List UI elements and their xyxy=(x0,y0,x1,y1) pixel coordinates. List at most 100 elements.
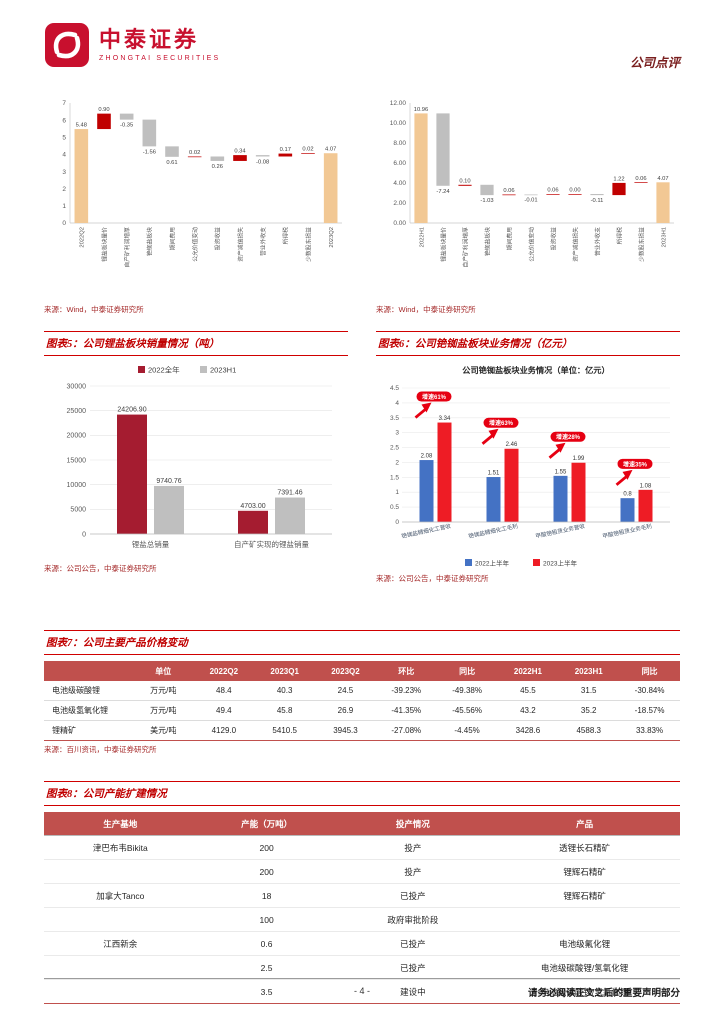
value-label: 0.06 xyxy=(503,188,514,194)
legend-swatch xyxy=(533,559,540,566)
value-label: 2.46 xyxy=(506,442,518,448)
y-tick-label: 25000 xyxy=(67,408,87,415)
category-label: 甲酸铯租赁业务营收 xyxy=(535,522,586,540)
growth-arrow-head xyxy=(488,428,499,439)
table-cell: 万元/吨 xyxy=(133,700,194,721)
q2-net-profit-bridge-svg: 0 1 2 3 4 5 6 7 5.48 2022Q2 0.90 锂盐板块量价 -0.35 自产矿利润增厚… xyxy=(62,100,342,268)
column-header: 2023Q2 xyxy=(315,661,376,681)
category-label: 2023Q2 xyxy=(329,227,335,248)
growth-badge-label: 增速61% xyxy=(422,393,447,401)
legend-swatch xyxy=(465,559,472,566)
table-header-row: 生产基地 产能（万吨） 投产情况 产品 xyxy=(44,812,680,836)
growth-badge-label: 增速35% xyxy=(623,460,648,468)
value-label: 0.61 xyxy=(166,160,177,166)
column-header: 2022Q2 xyxy=(193,661,255,681)
y-tick-label: 0 xyxy=(395,519,399,526)
growth-badge xyxy=(416,391,452,402)
table-cell: 45.8 xyxy=(254,700,316,721)
legend-label: 2023H1 xyxy=(210,365,236,374)
y-tick-label: 0 xyxy=(82,531,86,538)
figure5-title: 图表5：公司锂盐板块销量情况（吨） xyxy=(44,331,348,356)
figure6-section: 图表6：公司铯铷盐板块业务情况（亿元） 公司铯铷盐板块业务情况（单位：亿元） 0 0… xyxy=(376,331,680,584)
table-row: 江西新余 0.6 已投产 电池级氟化锂 xyxy=(44,931,680,956)
y-tick-label: 4.5 xyxy=(390,385,399,392)
category-label: 自产矿利润增厚 xyxy=(461,227,469,268)
figures-row: 图表5：公司锂盐板块销量情况（吨） 0 5000 10000 15000 20000 25… xyxy=(44,331,680,584)
table-cell: 100 xyxy=(196,907,337,932)
waterfall-bar xyxy=(480,184,494,196)
y-tick-label: 6 xyxy=(62,117,66,124)
growth-badge-label: 增速28% xyxy=(556,433,581,441)
table-cell: 43.2 xyxy=(497,700,559,721)
column-header: 同比 xyxy=(619,661,680,681)
waterfall-bar xyxy=(436,113,450,186)
y-tick-label: 3 xyxy=(62,169,66,176)
y-tick-label: 15000 xyxy=(67,457,87,464)
figure7-title: 图表7：公司主要产品价格变动 xyxy=(44,630,680,655)
waterfall-bar xyxy=(278,153,293,157)
source-note: 来源：Wind，中泰证券研究所 xyxy=(44,305,144,314)
table-cell: 万元/吨 xyxy=(133,681,194,701)
y-tick-label: 30000 xyxy=(67,383,87,390)
table-cell: 200 xyxy=(196,859,337,884)
table-cell: 建设中 xyxy=(336,979,490,1004)
category-label: 锂盐板块量价 xyxy=(439,227,447,262)
chart-title: 公司铯铷盐板块业务情况（单位：亿元） xyxy=(462,365,609,375)
table-cell: 美元/吨 xyxy=(133,720,194,741)
figure6-title: 图表6：公司铯铷盐板块业务情况（亿元） xyxy=(376,331,680,356)
value-label: 1.22 xyxy=(613,176,624,182)
category-label: 铯铷盐精细化工毛利 xyxy=(468,522,519,540)
y-tick-label: 20000 xyxy=(67,433,87,440)
y-tick-label: 8.00 xyxy=(393,140,406,147)
value-label: 0.06 xyxy=(635,176,646,182)
bar xyxy=(238,510,268,534)
column-header: 单位 xyxy=(133,661,194,681)
table-cell: 已投产 xyxy=(336,883,490,908)
table-cell: 3428.6 xyxy=(497,720,559,741)
waterfall-bar xyxy=(210,156,225,161)
table-cell: 锂辉石精矿 xyxy=(489,859,680,884)
table-row: 200 投产 锂辉石精矿 xyxy=(44,859,680,884)
waterfall-bar xyxy=(546,194,560,195)
waterfall-bar xyxy=(119,113,134,120)
table-row: 3.5 建设中 电池级碳酸锂/氢氧化锂 xyxy=(44,979,680,1004)
waterfall-bar xyxy=(74,129,89,223)
table-cell xyxy=(44,955,197,980)
growth-arrow-head xyxy=(622,469,633,480)
table-cell: 电池级碳酸锂/氢氧化锂 xyxy=(489,955,680,980)
waterfall-bar xyxy=(568,194,582,195)
column-header: 产品 xyxy=(489,812,680,836)
table-cell: 33.83% xyxy=(619,720,680,741)
growth-badge-label: 增速63% xyxy=(489,419,514,427)
y-tick-label: 3 xyxy=(395,430,399,437)
growth-badge xyxy=(483,417,519,428)
category-label: 自产矿实现的锂盐销量 xyxy=(234,539,309,549)
lithium-sales-chart: 0 5000 10000 15000 20000 25000 30000 2022全年 2023… xyxy=(44,362,348,560)
value-label: 2.08 xyxy=(421,454,433,460)
y-tick-label: 2.00 xyxy=(393,200,406,207)
figure8-title: 图表8：公司产能扩建情况 xyxy=(44,781,680,806)
value-label: -7.24 xyxy=(436,189,450,195)
y-tick-label: 5 xyxy=(62,134,66,141)
bar xyxy=(638,489,653,522)
waterfall-bar xyxy=(301,153,315,154)
column-header: 2022H1 xyxy=(497,661,559,681)
category-label: 资产减值损失 xyxy=(236,227,244,262)
table-cell: 45.5 xyxy=(497,681,559,701)
waterfall-bar xyxy=(323,153,338,223)
table-cell: -30.84% xyxy=(619,681,680,701)
y-tick-label: 1 xyxy=(395,489,399,496)
value-label: -1.56 xyxy=(143,149,156,155)
h1-net-profit-bridge-svg: 0.00 2.00 4.00 6.00 8.00 10.00 12.00 10.96 2022H… xyxy=(390,100,674,268)
brand-name: 中泰证券 xyxy=(99,26,200,52)
table-cell: 0.6 xyxy=(196,931,337,956)
table-row: 加拿大Tanco 18 已投产 锂辉石精矿 xyxy=(44,883,680,908)
zhongtai-logo-icon xyxy=(45,23,89,67)
waterfall-bar xyxy=(233,155,247,161)
y-tick-label: 4 xyxy=(62,152,66,159)
bar xyxy=(419,460,434,522)
table-header-row: 单位 2022Q2 2023Q1 2023Q2 环比 同比 2022H1 2023H1 同比 xyxy=(44,661,680,681)
table-cell: 18 xyxy=(196,883,337,908)
table-cell: 津巴布韦Bikita xyxy=(44,835,197,860)
table-cell: 锂辉石精矿 xyxy=(489,883,680,908)
